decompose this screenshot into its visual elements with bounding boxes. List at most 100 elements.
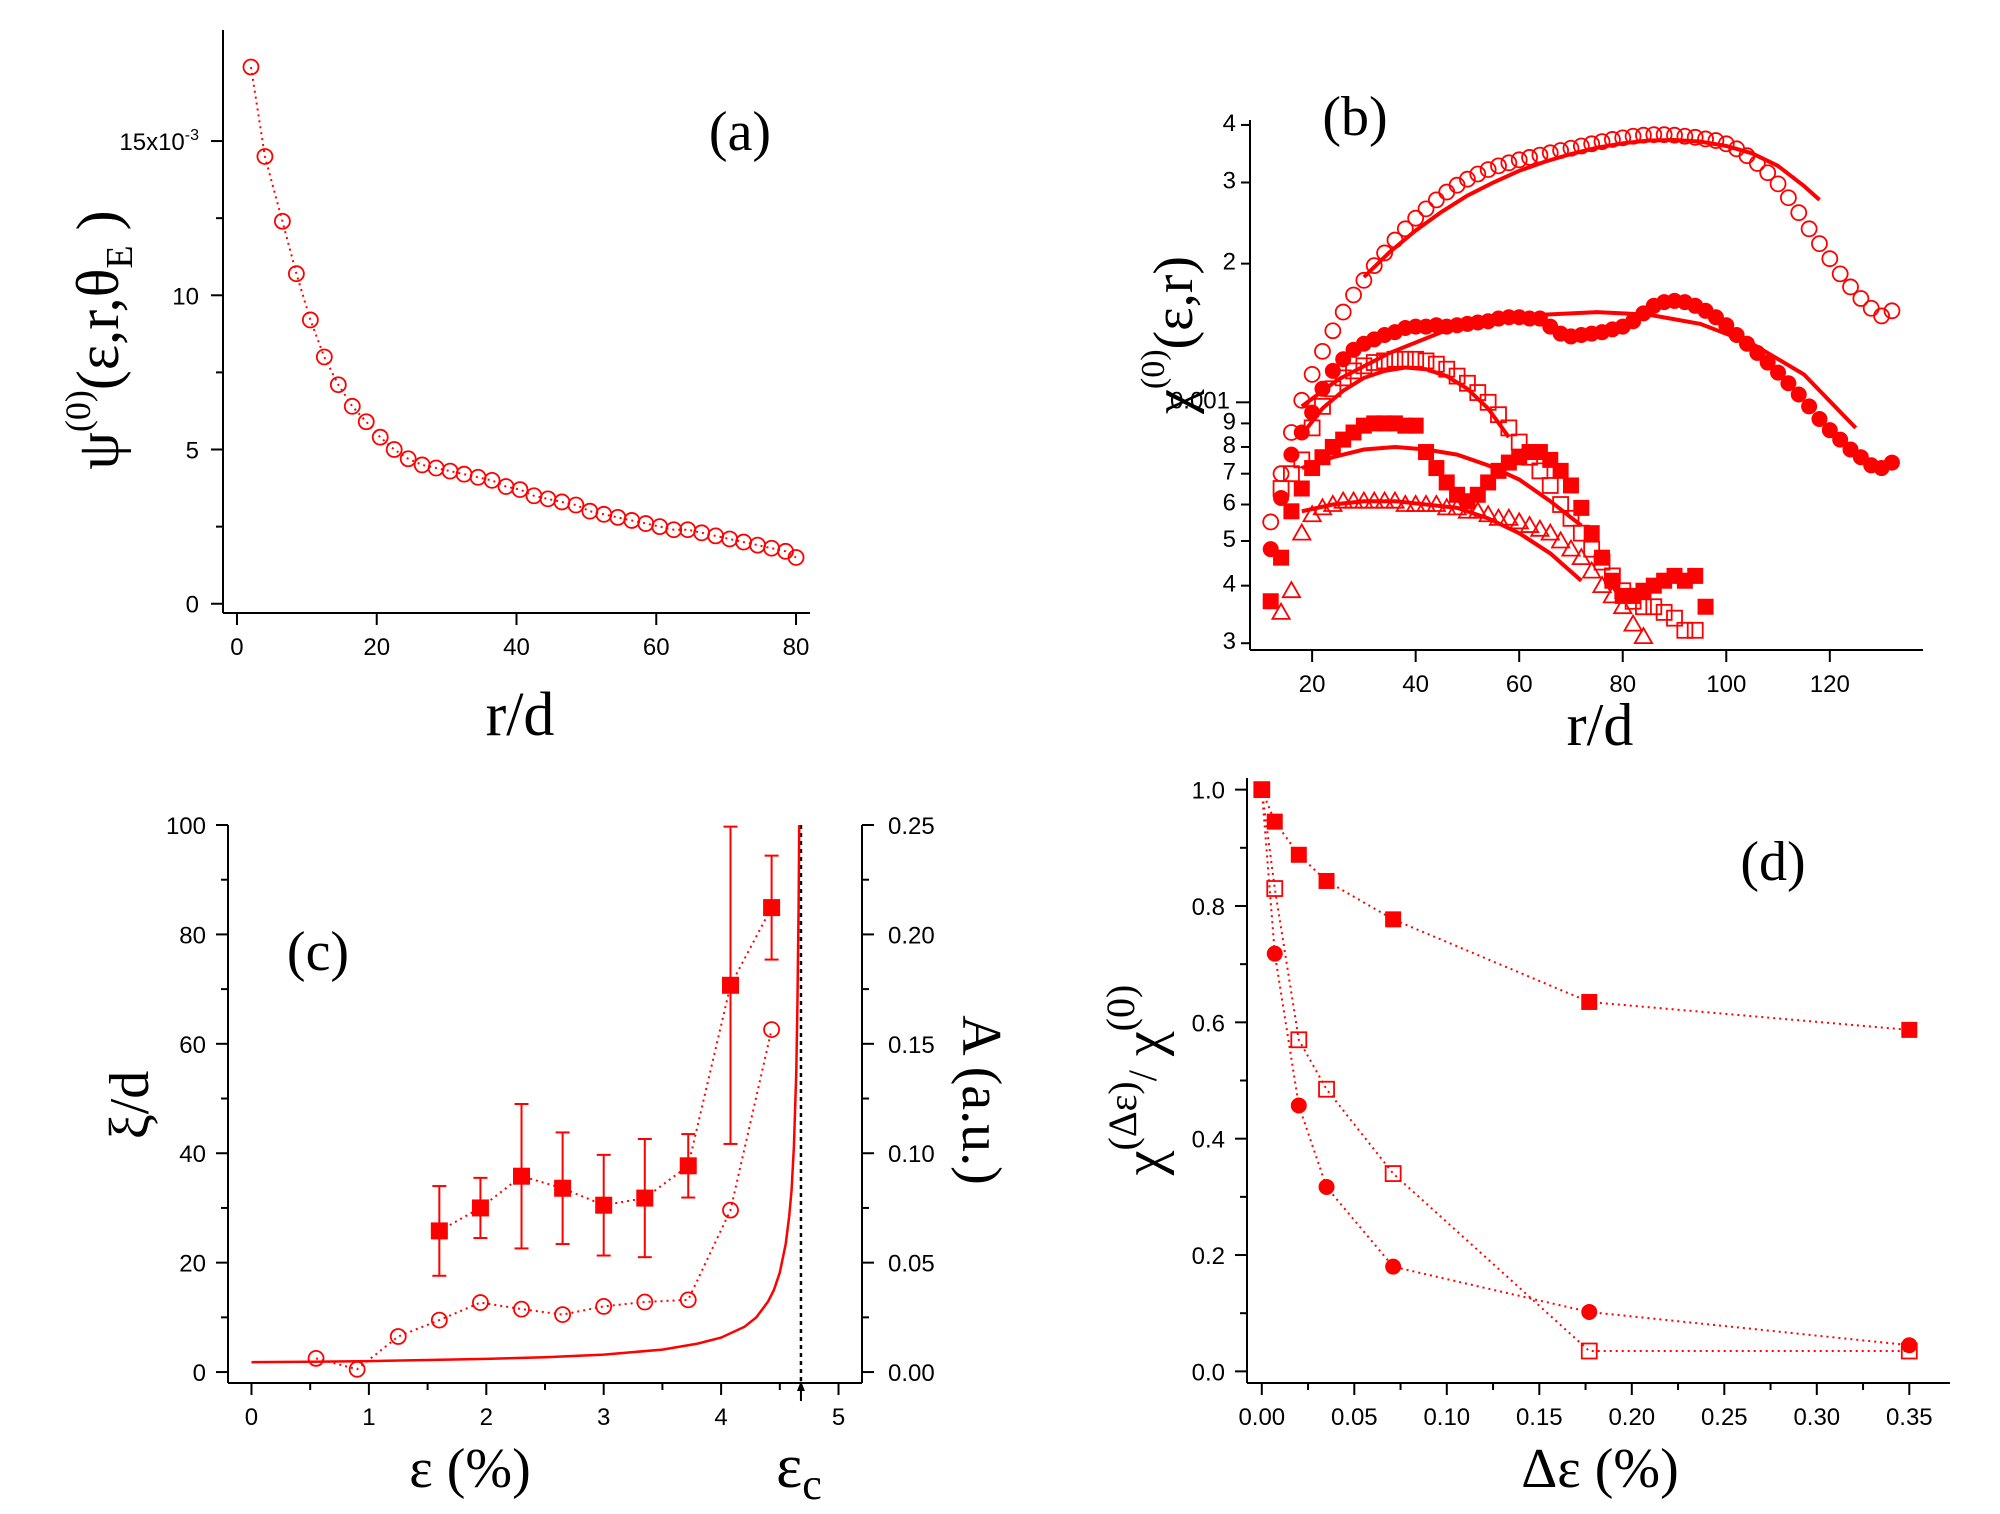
x-tick-label: 0.10 <box>1423 1404 1470 1431</box>
data-point <box>707 527 725 545</box>
data-point <box>1519 515 1540 533</box>
y-tick-label: 0.4 <box>1192 1127 1225 1154</box>
data-point <box>1718 317 1735 334</box>
label-part: 15x10 <box>119 129 184 156</box>
data-point <box>1510 151 1528 169</box>
data-point <box>1552 496 1570 513</box>
fit-curve <box>1301 499 1583 583</box>
data-point <box>636 1293 654 1311</box>
data-point <box>1266 880 1284 897</box>
x-axis-label-d: Δε (%) <box>1521 1438 1678 1500</box>
data-point <box>242 58 260 76</box>
data-point <box>665 521 683 539</box>
x-tick-label: 80 <box>783 634 810 661</box>
data-point <box>1645 126 1663 144</box>
data-point <box>1459 170 1476 188</box>
data-point <box>1655 126 1673 144</box>
data-point <box>1800 220 1818 238</box>
panel-tag-a: (a) <box>709 101 771 163</box>
data-point <box>1707 132 1725 149</box>
data-point <box>1612 596 1633 615</box>
data-point <box>1374 490 1395 509</box>
data-point <box>511 481 529 499</box>
y-tick-label: 3 <box>1223 168 1236 195</box>
data-point <box>1396 220 1414 238</box>
data-point <box>1572 137 1590 155</box>
data-point <box>787 549 805 566</box>
x-tick-label: 0.20 <box>1608 1404 1655 1431</box>
data-point <box>1790 204 1808 222</box>
data-point <box>1365 257 1383 275</box>
data-point <box>1593 133 1611 151</box>
y-tick-label: 10 <box>172 283 199 310</box>
data-point <box>1697 598 1714 615</box>
data-point <box>1811 235 1828 253</box>
label-part: c <box>802 1460 822 1509</box>
data-point <box>1270 601 1292 620</box>
data-point <box>1571 547 1592 566</box>
data-point <box>1498 507 1520 526</box>
data-point <box>256 148 274 165</box>
x-axis-label-a: r/d <box>486 681 555 749</box>
data-point <box>1396 350 1414 368</box>
panel-tag-c: (c) <box>287 921 349 983</box>
x-tick-label: 0.25 <box>1701 1404 1748 1431</box>
data-point <box>1417 352 1435 370</box>
data-point <box>1603 131 1621 148</box>
data-point <box>471 1199 489 1217</box>
label-part: (0) <box>58 390 98 432</box>
data-point <box>343 397 361 415</box>
data-point <box>1290 1031 1308 1049</box>
data-point <box>1395 494 1416 512</box>
data-point <box>1624 127 1642 145</box>
label-part: / <box>1120 1069 1165 1081</box>
x-tick-label: 20 <box>363 634 390 661</box>
series-open-circle <box>1262 126 1901 531</box>
x-tick-label: 120 <box>1810 671 1850 698</box>
data-point <box>1417 200 1435 218</box>
data-point <box>1273 549 1290 566</box>
data-point <box>763 1021 780 1038</box>
x-tick-label: 40 <box>1402 671 1429 698</box>
data-point <box>1364 490 1385 509</box>
data-point <box>357 413 375 431</box>
data-point <box>1457 500 1478 519</box>
data-point <box>679 1291 697 1309</box>
data-point <box>1759 164 1777 182</box>
data-point <box>371 428 389 446</box>
label-part: χ <box>1113 1150 1175 1176</box>
data-point <box>1748 155 1766 172</box>
label-part: (Δε) <box>1100 1081 1145 1150</box>
data-point <box>763 899 781 917</box>
data-point <box>553 493 571 511</box>
data-point <box>1314 342 1331 360</box>
panel-d: 0.00 0.05 0.10 0.15 0.20 0.25 0.30 0.35 0.0 0.2 0.… <box>1098 778 1950 1500</box>
y-tick-label: 4 <box>1223 571 1236 598</box>
data-point <box>513 1167 531 1185</box>
data-point <box>1550 530 1571 549</box>
data-point <box>1666 609 1683 627</box>
data-point <box>1290 1097 1307 1114</box>
y-tick-label-left: 100 <box>166 813 206 840</box>
data-point <box>1385 1258 1402 1275</box>
data-point <box>1562 509 1580 527</box>
data-point <box>1479 161 1497 178</box>
data-point <box>1645 598 1663 616</box>
y-tick-label-left: 0 <box>193 1360 206 1387</box>
y-tick-label: 0.0 <box>1192 1359 1225 1386</box>
data-point <box>1697 130 1714 148</box>
data-point <box>1436 497 1457 516</box>
data-point <box>1469 384 1487 401</box>
data-point <box>1583 135 1601 153</box>
data-point <box>1687 567 1704 584</box>
data-point <box>483 471 501 489</box>
data-point <box>1479 393 1497 411</box>
data-point <box>1428 460 1445 477</box>
data-point <box>1622 613 1644 632</box>
data-point <box>1738 335 1755 352</box>
label-part: (ε,r,θ <box>65 269 131 391</box>
data-point <box>1832 431 1849 448</box>
series-line-d <box>1260 789 1910 1352</box>
y-tick-label: 8 <box>1223 432 1236 459</box>
